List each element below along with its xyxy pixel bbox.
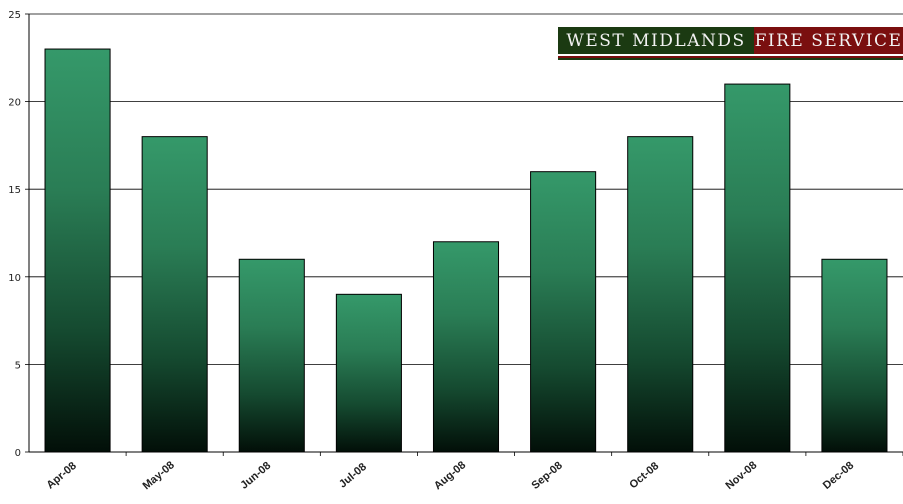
y-tick-label: 10 xyxy=(8,273,21,284)
bar-may-08 xyxy=(141,136,208,453)
x-tick-label: Nov-08 xyxy=(723,459,759,492)
x-tick-label: Apr-08 xyxy=(44,460,78,492)
y-tick-label: 20 xyxy=(8,98,21,109)
y-tick-label: 0 xyxy=(15,448,21,459)
logo-right-text: FIRE SERVICE xyxy=(754,27,903,54)
bar-jul-08 xyxy=(335,293,402,453)
west-midlands-fire-service-logo: WEST MIDLANDS FIRE SERVICE xyxy=(558,27,903,60)
x-tick-label: Dec-08 xyxy=(821,460,856,492)
bar-nov-08 xyxy=(724,83,791,453)
bar-apr-08 xyxy=(44,48,111,453)
y-tick-labels: 0 5 10 15 20 25 xyxy=(8,10,21,459)
bar-dec-08 xyxy=(821,258,888,453)
logo-left-text: WEST MIDLANDS xyxy=(558,27,754,54)
x-tick-label: Jun-08 xyxy=(238,460,273,492)
bar-oct-08 xyxy=(627,136,694,453)
bar-aug-08 xyxy=(432,241,500,453)
x-tick-label: Aug-08 xyxy=(432,459,468,492)
x-tick-labels: Apr-08 May-08 Jun-08 Jul-08 Aug-08 Sep-08 Oct-… xyxy=(44,459,856,492)
y-tick-label: 15 xyxy=(8,185,21,196)
y-tick-label: 5 xyxy=(15,360,21,371)
bar-jun-08 xyxy=(238,258,305,453)
x-tick-label: Jul-08 xyxy=(337,461,369,491)
bar-sep-08 xyxy=(530,171,597,453)
x-tick-label: Oct-08 xyxy=(627,460,661,491)
bars xyxy=(44,48,888,453)
y-tick-label: 25 xyxy=(8,10,21,21)
x-tick-label: May-08 xyxy=(141,459,177,492)
x-tick-label: Sep-08 xyxy=(530,460,565,492)
